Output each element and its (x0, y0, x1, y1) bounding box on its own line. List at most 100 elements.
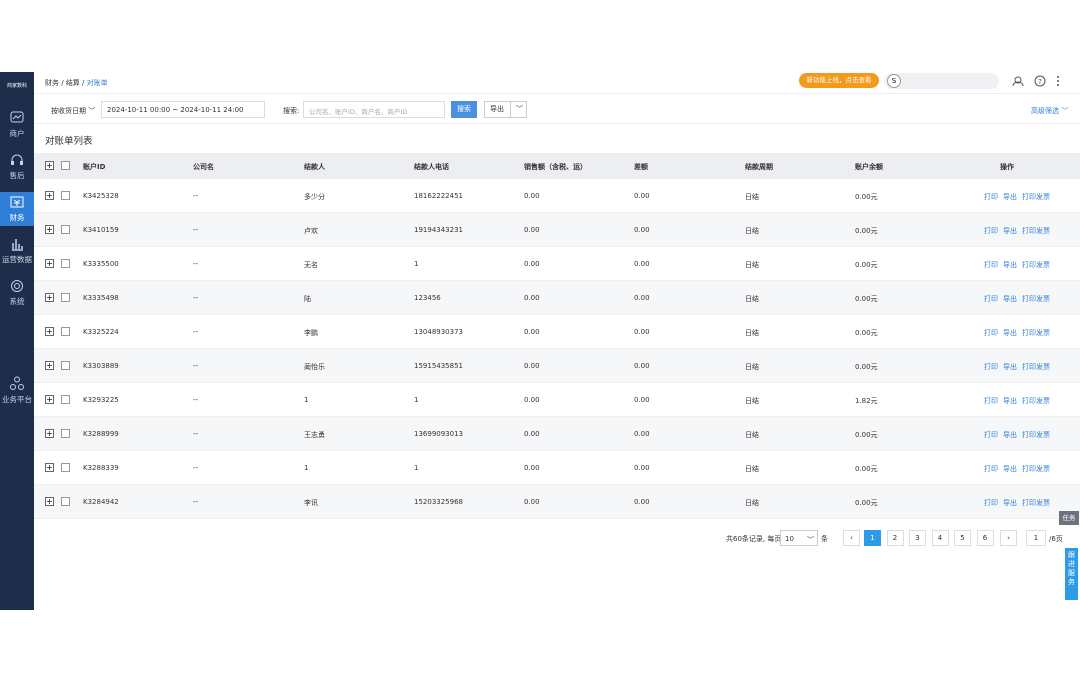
cell: 1 (414, 260, 419, 268)
row-checkbox[interactable] (61, 293, 70, 302)
action-link[interactable]: 打印发票 (1022, 261, 1050, 269)
action-link[interactable]: 导出 (1003, 295, 1017, 303)
expand-toggle[interactable]: + (45, 259, 54, 268)
expand-toggle[interactable]: + (45, 191, 54, 200)
service-button[interactable]: 跟进服务 (1065, 548, 1078, 600)
cell: 13048930373 (414, 328, 463, 336)
advanced-filter[interactable]: 高级筛选 ﹀ (1031, 107, 1069, 115)
action-link[interactable]: 打印 (984, 465, 998, 473)
page-button[interactable]: 5 (954, 530, 971, 546)
column-header: 账户余额 (855, 163, 883, 171)
export-button[interactable]: 导出 ﹀ (484, 101, 527, 118)
expand-toggle[interactable]: + (45, 225, 54, 234)
action-link[interactable]: 导出 (1003, 363, 1017, 371)
nav-item[interactable]: 系统 (9, 297, 25, 306)
cell: 0.00元 (855, 363, 878, 371)
action-link[interactable]: 导出 (1003, 431, 1017, 439)
page-button[interactable]: 6 (976, 530, 994, 546)
action-link[interactable]: 导出 (1003, 329, 1017, 337)
toolbar-icons[interactable]: ? (1012, 75, 1062, 87)
column-header: 结款人电话 (414, 163, 449, 171)
action-link[interactable]: 打印发票 (1022, 363, 1050, 371)
search-button[interactable]: 搜索 (451, 101, 477, 118)
expand-toggle[interactable]: + (45, 497, 54, 506)
action-link[interactable]: 导出 (1003, 499, 1017, 507)
action-link[interactable]: 打印发票 (1022, 499, 1050, 507)
cell: 陆 (304, 295, 311, 303)
page-button[interactable]: 4 (931, 530, 949, 546)
expand-toggle[interactable]: + (45, 463, 54, 472)
action-link[interactable]: 打印发票 (1022, 329, 1050, 337)
row-checkbox[interactable] (61, 429, 70, 438)
filter-bar: 按收货日期 ﹀ 2024-10-11 00:00 ~ 2024-10-11 24… (34, 96, 1080, 124)
jump-input[interactable]: 1 (1026, 530, 1046, 546)
row-checkbox[interactable] (61, 361, 70, 370)
row-checkbox[interactable] (61, 395, 70, 404)
action-link[interactable]: 打印 (984, 397, 998, 405)
expand-toggle[interactable]: + (45, 327, 54, 336)
action-link[interactable]: 打印发票 (1022, 295, 1050, 303)
column-header: 账户ID (83, 163, 106, 171)
nav-item[interactable]: 财务 (9, 213, 25, 222)
row-checkbox[interactable] (61, 191, 70, 200)
user-pill[interactable] (884, 73, 999, 89)
nav-item[interactable]: 售后 (9, 171, 25, 180)
action-link[interactable]: 打印 (984, 363, 998, 371)
row-checkbox[interactable] (61, 463, 70, 472)
action-link[interactable]: 打印 (984, 261, 998, 269)
action-link[interactable]: 导出 (1003, 227, 1017, 235)
cell: 0.00 (634, 260, 650, 268)
nav-item[interactable]: 业务平台 (2, 395, 32, 404)
expand-toggle[interactable]: + (45, 429, 54, 438)
page-size-select[interactable]: 10 ﹀ (780, 530, 818, 546)
action-link[interactable]: 打印 (984, 193, 998, 201)
export-label: 导出 (490, 105, 504, 113)
promo-button[interactable]: 新功能上线，点击查看 (799, 73, 879, 88)
row-checkbox[interactable] (61, 259, 70, 268)
date-range[interactable]: 2024-10-11 00:00 ~ 2024-10-11 24:00 (101, 101, 265, 118)
action-link[interactable]: 打印 (984, 295, 998, 303)
expand-toggle[interactable]: + (45, 161, 54, 170)
nav-item[interactable]: 商户 (9, 129, 25, 138)
expand-toggle[interactable]: + (45, 361, 54, 370)
row-checkbox[interactable] (61, 327, 70, 336)
action-link[interactable]: 导出 (1003, 261, 1017, 269)
action-link[interactable]: 导出 (1003, 397, 1017, 405)
row-checkbox[interactable] (61, 161, 70, 170)
action-link[interactable]: 打印 (984, 431, 998, 439)
action-link[interactable]: 导出 (1003, 193, 1017, 201)
page-button[interactable]: 2 (886, 530, 904, 546)
cell: K3335498 (83, 294, 119, 302)
action-link[interactable]: 打印发票 (1022, 397, 1050, 405)
cell: 0.00 (524, 192, 540, 200)
page-button[interactable]: 1 (864, 530, 881, 546)
cell: -- (193, 226, 199, 234)
row-checkbox[interactable] (61, 225, 70, 234)
action-link[interactable]: 导出 (1003, 465, 1017, 473)
cell: 0.00 (634, 498, 650, 506)
expand-toggle[interactable]: + (45, 293, 54, 302)
action-link[interactable]: 打印 (984, 499, 998, 507)
prev-page[interactable]: ‹ (843, 530, 860, 546)
task-button[interactable]: 任务 (1059, 511, 1079, 525)
crumb[interactable]: 财务 (45, 79, 59, 87)
nav-item[interactable]: 运营数据 (2, 255, 32, 264)
column-header: 结款人 (304, 163, 325, 171)
page-button[interactable]: 3 (909, 530, 926, 546)
action-link[interactable]: 打印发票 (1022, 431, 1050, 439)
action-link[interactable]: 打印发票 (1022, 227, 1050, 235)
crumb[interactable]: 结算 (65, 79, 80, 87)
search-input[interactable]: 公司名、账户ID、商户名、商户ID (303, 101, 445, 118)
action-link[interactable]: 打印发票 (1022, 193, 1050, 201)
row-checkbox[interactable] (61, 497, 70, 506)
action-link[interactable]: 打印 (984, 329, 998, 337)
cell: 0.00元 (855, 193, 878, 201)
action-link[interactable]: 打印发票 (1022, 465, 1050, 473)
action-link[interactable]: 打印 (984, 227, 998, 235)
cell: -- (193, 430, 199, 438)
table-row: + K3425328 -- 多少分 18162222451 0.00 0.00 日结 0.00元… (34, 179, 1080, 213)
date-type-select[interactable]: 按收货日期 ﹀ (51, 107, 96, 115)
cell: 蔺怡乐 (304, 363, 325, 371)
next-page[interactable]: › (1000, 530, 1017, 546)
expand-toggle[interactable]: + (45, 395, 54, 404)
